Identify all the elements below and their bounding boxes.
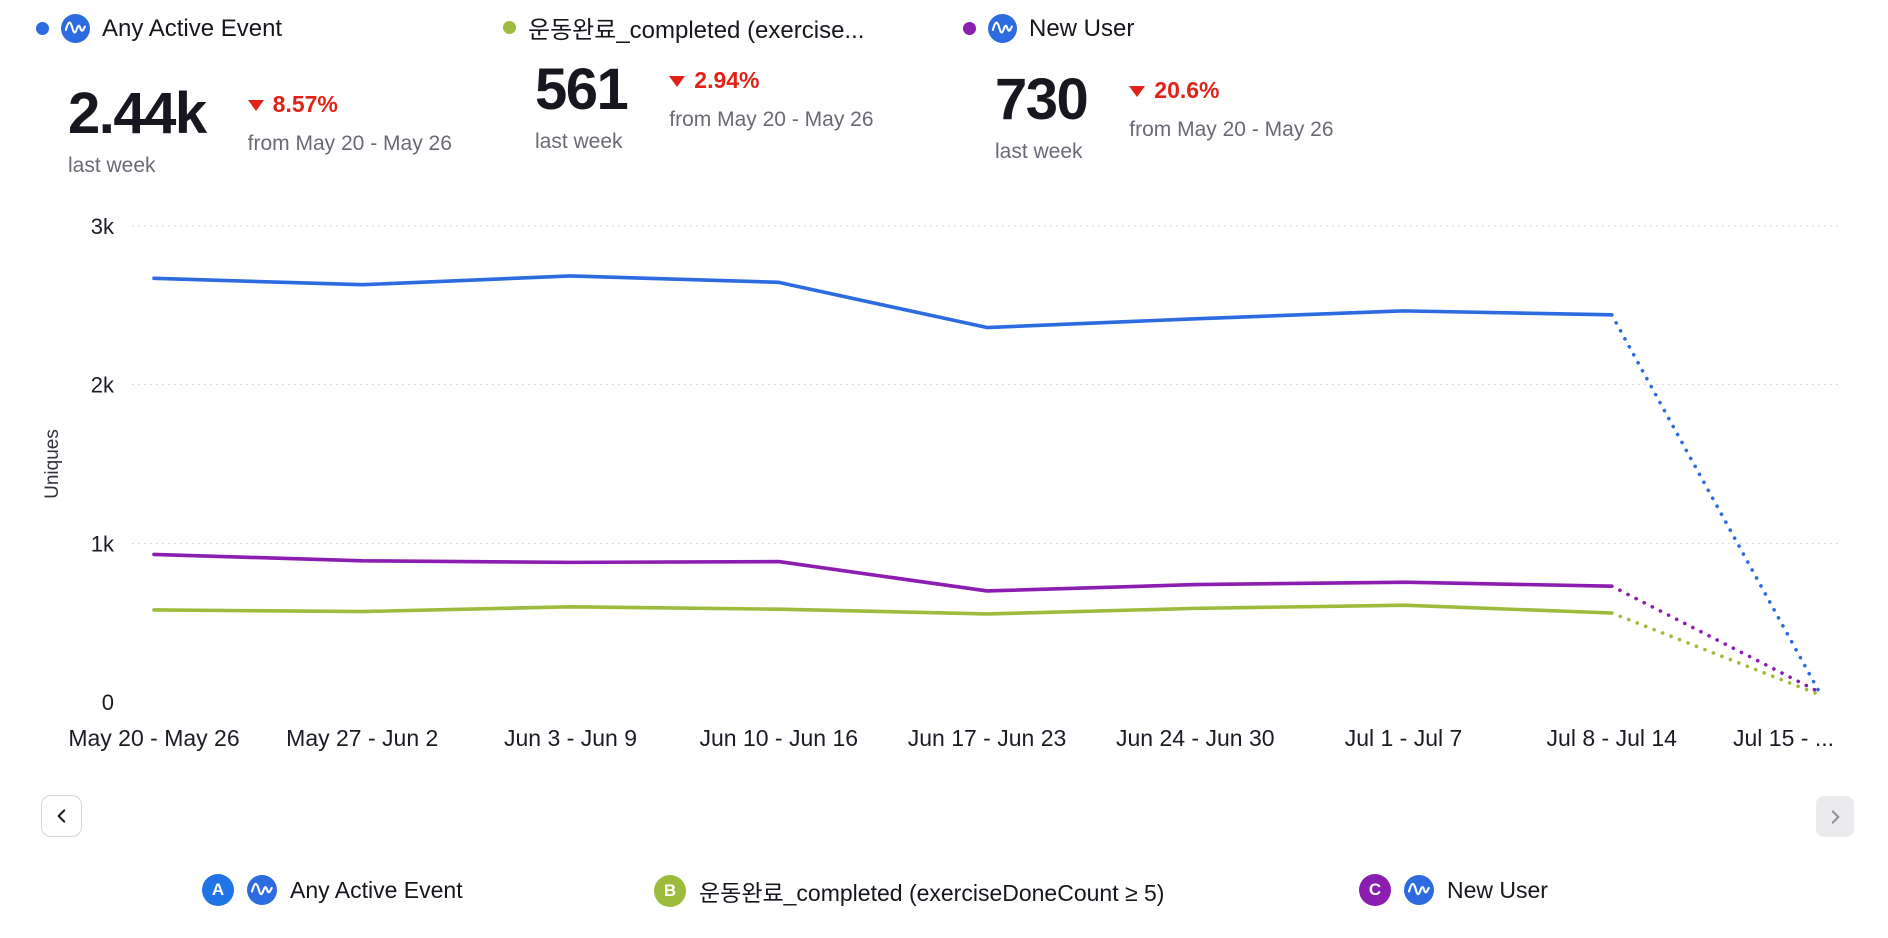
series-badge-b: B: [654, 875, 686, 907]
metric-card-exercise-completed: 운동완료_completed (exercise... 561 last wee…: [503, 10, 874, 154]
series-badge-a: A: [202, 874, 234, 906]
amplitude-logo-icon: [988, 14, 1017, 43]
series-line[interactable]: [152, 552, 1614, 593]
metric-change-percent: 20.6%: [1154, 77, 1220, 103]
metric-card-new-user: New User 730 last week 20.6% from May 20…: [963, 14, 1334, 164]
metric-card-header[interactable]: New User: [963, 14, 1334, 43]
legend-item-any-active-event[interactable]: A Any Active Event: [202, 874, 463, 906]
amplitude-logo-icon: [1404, 875, 1434, 905]
series-dot-blue: [36, 22, 49, 35]
legend-label: New User: [1447, 876, 1548, 903]
y-tick-label: 0: [102, 690, 114, 715]
metric-period: last week: [68, 154, 156, 177]
metric-change-percent: 2.94%: [694, 67, 760, 93]
x-tick-label: Jul 8 - Jul 14: [1547, 725, 1678, 751]
series-badge-c: C: [1359, 874, 1391, 906]
y-tick-label: 2k: [91, 373, 115, 398]
down-triangle-icon: [247, 100, 264, 111]
metric-change-percent: 8.57%: [272, 91, 338, 117]
x-tick-label: Jun 10 - Jun 16: [699, 725, 858, 751]
metric-compare-range: from May 20 - May 26: [1129, 118, 1334, 141]
chevron-left-icon: [57, 809, 65, 823]
x-tick-label: Jul 15 - ...: [1733, 725, 1834, 751]
amplitude-logo-icon: [247, 875, 277, 905]
series-dot-purple: [963, 22, 976, 35]
amplitude-logo-icon: [61, 14, 90, 43]
metric-value: 561: [535, 57, 629, 122]
legend-item-new-user[interactable]: C New User: [1359, 874, 1548, 906]
x-tick-label: May 27 - Jun 2: [286, 725, 438, 751]
legend-label: 운동완료_completed (exerciseDoneCount ≥ 5): [699, 880, 1165, 906]
x-tick-label: May 20 - May 26: [68, 725, 239, 751]
metric-value: 2.44k: [68, 81, 207, 146]
series-line[interactable]: [152, 603, 1614, 616]
y-tick-label: 3k: [91, 214, 115, 239]
y-tick-label: 1k: [91, 531, 115, 556]
x-tick-label: Jul 1 - Jul 7: [1345, 725, 1463, 751]
series-line-projected[interactable]: [1609, 313, 1822, 696]
chevron-right-icon: [1831, 809, 1840, 824]
metric-period: last week: [995, 140, 1083, 163]
y-axis-label: Uniques: [42, 429, 63, 499]
series-line[interactable]: [152, 274, 1614, 330]
next-page-button[interactable]: [1816, 796, 1854, 837]
metric-title: New User: [1029, 14, 1135, 42]
legend-item-exercise-completed[interactable]: B 운동완료_completed (exerciseDoneCount ≥ 5): [654, 874, 1164, 908]
x-tick-label: Jun 3 - Jun 9: [504, 725, 637, 751]
metric-value: 730: [995, 67, 1089, 132]
x-tick-label: Jun 17 - Jun 23: [908, 725, 1067, 751]
previous-page-button[interactable]: [41, 795, 82, 837]
metric-compare-range: from May 20 - May 26: [247, 132, 452, 155]
metric-title: Any Active Event: [102, 14, 283, 42]
x-tick-label: Jun 24 - Jun 30: [1116, 725, 1275, 751]
down-triangle-icon: [1129, 86, 1146, 97]
down-triangle-icon: [669, 76, 686, 87]
uniques-line-chart[interactable]: 0 1k 2k 3k May 20 - May 26 May 27 - Jun 2 Jun …: [0, 200, 1888, 760]
metric-card-any-active-event: Any Active Event 2.44k last week 8.57% f…: [36, 14, 456, 178]
legend-label: Any Active Event: [290, 876, 463, 903]
series-line-projected[interactable]: [1609, 611, 1822, 697]
series-line-projected[interactable]: [1609, 584, 1822, 695]
series-dot-green: [503, 21, 516, 34]
metric-card-header[interactable]: Any Active Event: [36, 14, 456, 43]
metric-title: 운동완료_completed (exercise...: [528, 17, 865, 44]
metric-period: last week: [535, 130, 623, 153]
metric-compare-range: from May 20 - May 26: [669, 108, 874, 131]
metric-card-header[interactable]: 운동완료_completed (exercise...: [503, 10, 874, 45]
